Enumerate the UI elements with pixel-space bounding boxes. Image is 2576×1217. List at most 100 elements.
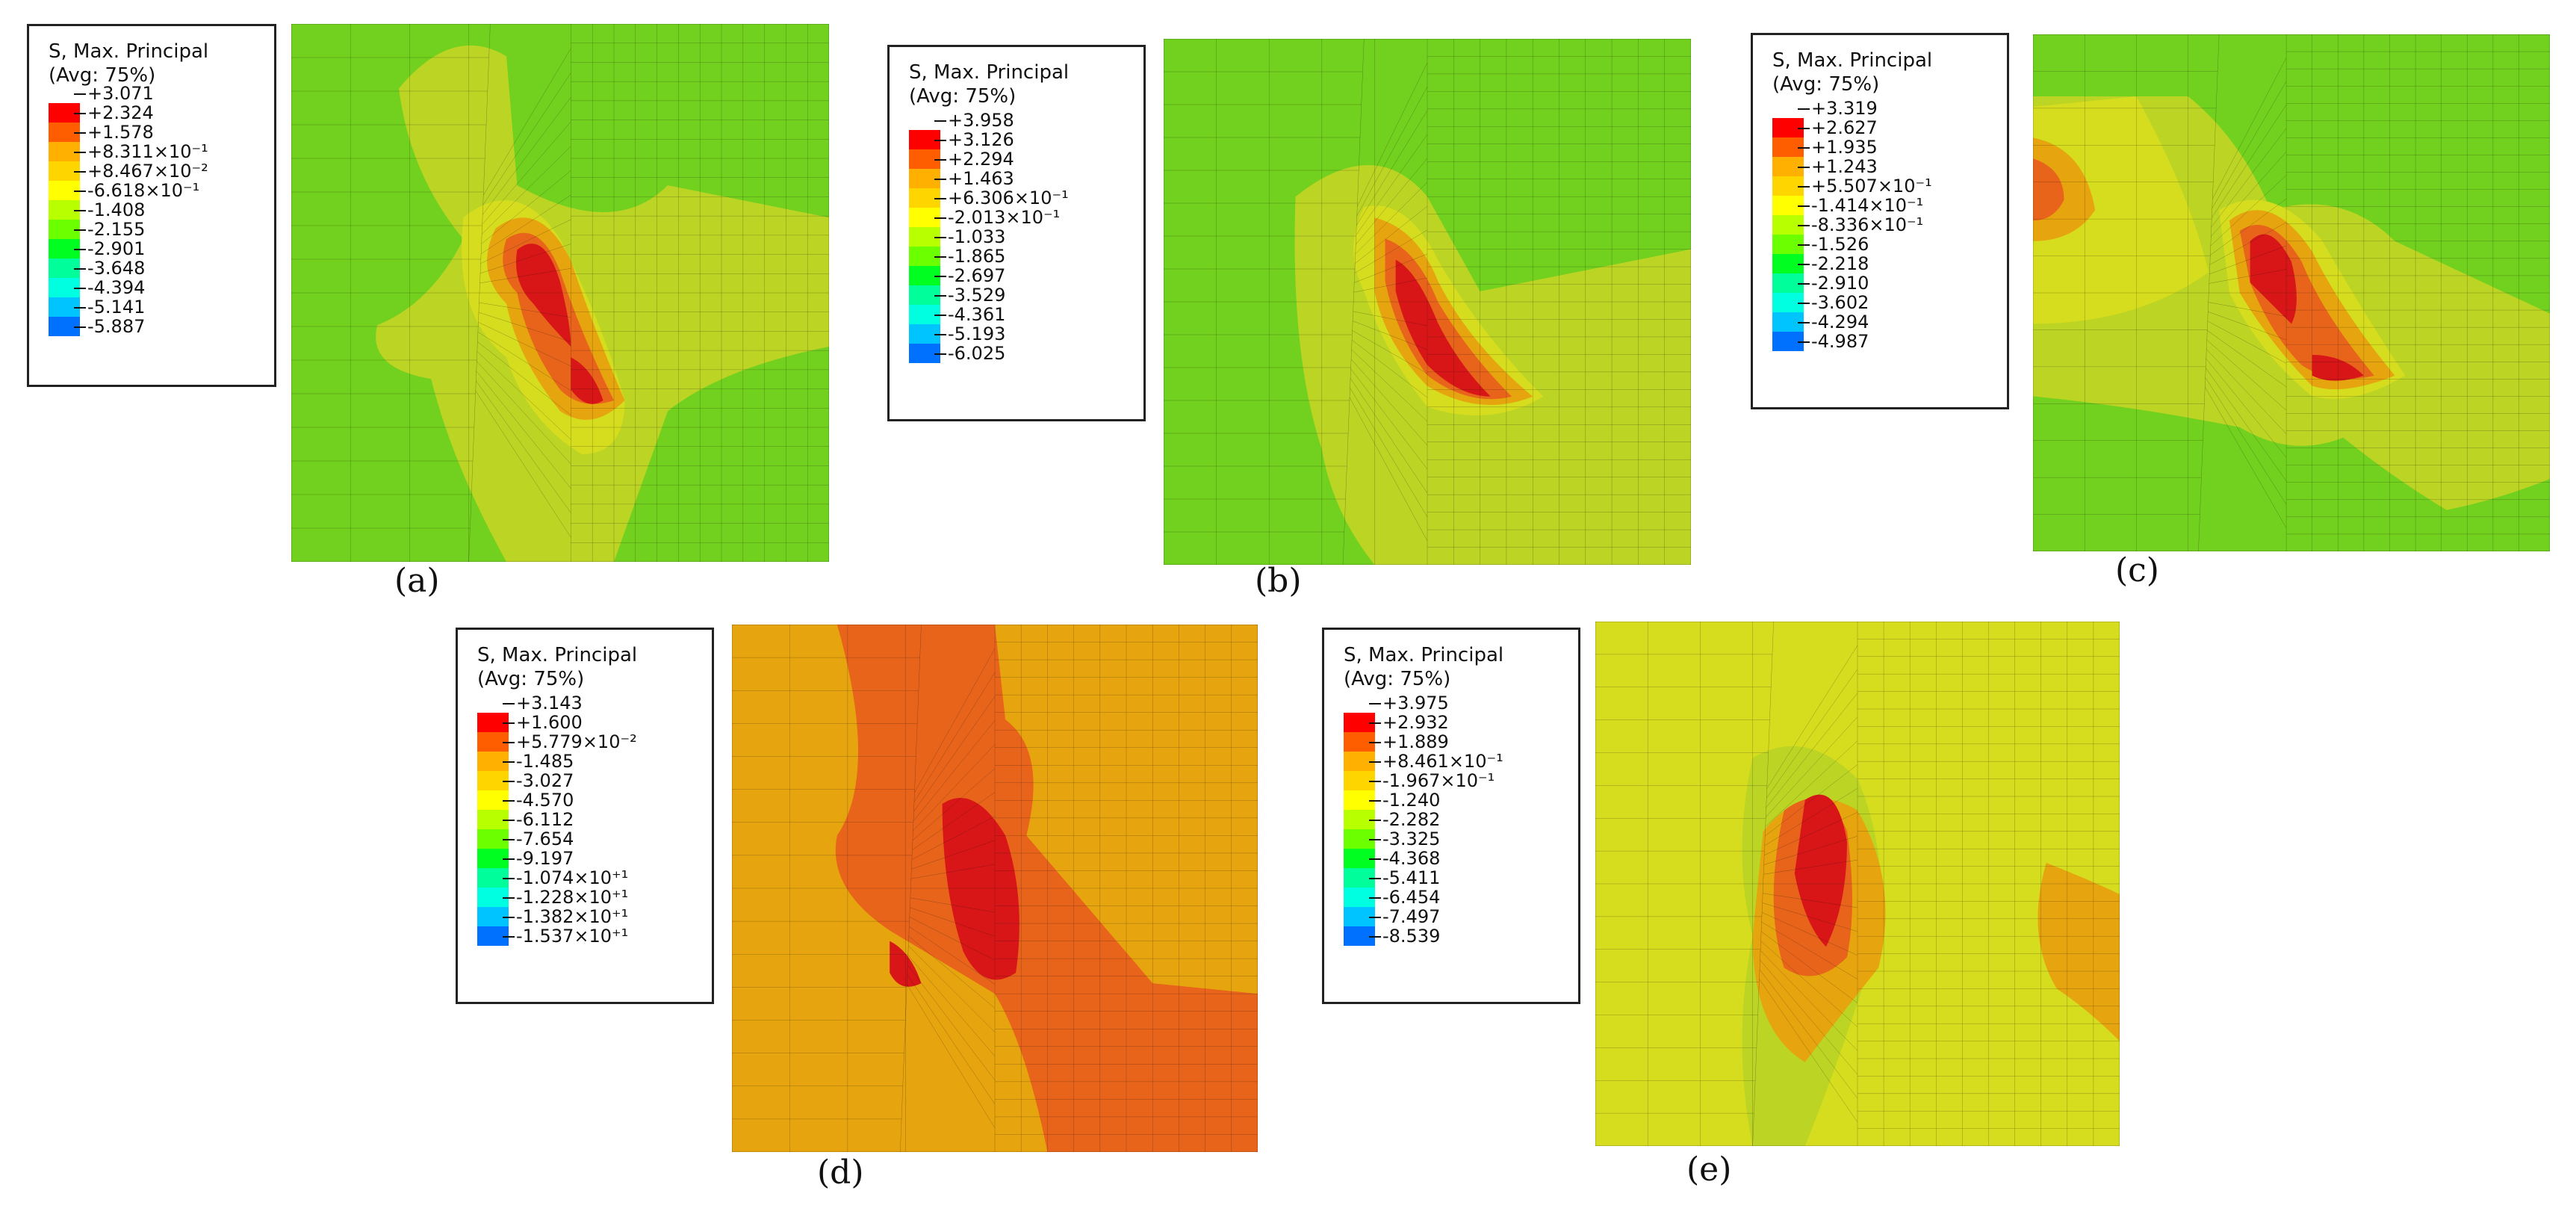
legend-value: +5.779×10⁻² [516,731,637,752]
legend-tick [1369,897,1381,899]
legend-value: -1.382×10⁺¹ [516,906,629,927]
legend-value: -1.033 [948,226,1006,247]
legend-value: -5.887 [87,316,146,337]
legend-tick [503,897,515,899]
legend-tick [74,171,86,173]
mesh-grid [732,625,1258,1152]
legend-value: +1.243 [1811,156,1878,177]
mesh-grid [291,24,829,562]
legend-tick [74,113,86,114]
legend-value: -2.910 [1811,273,1869,294]
legend-value: +8.311×10⁻¹ [87,141,208,162]
legend-value: -4.294 [1811,312,1869,332]
mesh-grid [2033,34,2550,551]
stress-contour-region [1395,259,1491,397]
legend-tick [1798,303,1810,304]
legend-tick [1798,244,1810,246]
legend-value: +3.143 [516,693,583,713]
legend-tick [934,276,946,277]
legend-tick [1798,264,1810,265]
legend-value: -3.602 [1811,292,1869,313]
legend-value: -7.497 [1382,906,1441,927]
legend-tick [934,120,946,122]
fe-mesh-svg [732,625,1258,1152]
legend-value: -8.539 [1382,926,1441,947]
legend-value: -1.074×10⁺¹ [516,867,629,888]
legend-value: -6.618×10⁻¹ [87,180,200,201]
stress-contour-region [515,244,571,347]
legend-value: -9.197 [516,848,574,869]
legend-value: -1.526 [1811,234,1869,255]
legend-a: S, Max. Principal (Avg: 75%) +3.071 +2.32… [27,24,276,387]
legend-tick [1369,781,1381,782]
legend-value: +2.324 [87,102,154,123]
legend-value: +6.306×10⁻¹ [948,188,1069,208]
legend-value: -1.967×10⁻¹ [1382,770,1495,791]
caption-e: (e) [1686,1151,1732,1189]
legend-tick [503,781,515,782]
legend-tick [1369,936,1381,938]
legend-tick [934,334,946,335]
contour-plot-a [291,24,829,562]
legend-value: +8.467×10⁻² [87,161,208,182]
contour-plot-d [732,625,1258,1152]
legend-value: -7.654 [516,829,574,849]
legend-title: S, Max. Principal (Avg: 75%) [477,644,638,690]
legend-title: S, Max. Principal (Avg: 75%) [909,61,1070,108]
legend-value: -4.394 [87,277,146,298]
legend-value: +3.958 [948,110,1014,131]
fe-mesh-svg [2033,34,2550,551]
legend-value: -4.987 [1811,331,1869,352]
legend-value: -2.155 [87,219,146,240]
legend-tick [934,217,946,219]
legend-value: -2.282 [1382,809,1441,830]
legend-value: -3.325 [1382,829,1441,849]
legend-value: -3.529 [948,285,1006,306]
legend-tick [503,839,515,840]
contour-plot-e [1595,622,2120,1146]
legend-tick [74,288,86,289]
legend-tick [1798,341,1810,343]
legend-tick [1369,820,1381,821]
caption-a: (a) [394,562,440,600]
legend-tick [74,210,86,211]
legend-value: -1.228×10⁺¹ [516,887,629,908]
legend-value: -1.414×10⁻¹ [1811,195,1924,216]
stress-contour-region [1385,238,1512,400]
legend-title: S, Max. Principal (Avg: 75%) [1772,49,1933,96]
legend-tick [934,140,946,141]
stress-contour-region [2037,862,2120,1041]
legend-title: S, Max. Principal (Avg: 75%) [1344,644,1504,690]
legend-value: -6.112 [516,809,574,830]
legend-value: +2.932 [1382,712,1449,733]
legend-tick [1369,703,1381,705]
legend-value: +5.507×10⁻¹ [1811,176,1932,196]
legend-tick [74,132,86,134]
stress-contour-region [2033,158,2064,221]
legend-tick [503,936,515,938]
legend-tick [1798,186,1810,188]
legend-tick [934,159,946,161]
legend-value: -5.141 [87,297,146,318]
legend-tick [74,152,86,153]
legend-tick [503,800,515,802]
caption-d: (d) [817,1153,864,1192]
legend-tick [934,198,946,199]
legend-tick [934,256,946,258]
stress-contour-region [376,45,829,562]
legend-value: +8.461×10⁻¹ [1382,751,1503,772]
legend-value: +1.463 [948,168,1014,189]
legend-tick [503,761,515,763]
legend-title: S, Max. Principal (Avg: 75%) [49,40,209,87]
legend-value: -4.361 [948,304,1006,325]
stress-contour-region [2033,96,2209,324]
caption-b: (b) [1255,562,1302,600]
legend-value: -2.901 [87,238,146,259]
legend-value: -2.013×10⁻¹ [948,207,1061,228]
legend-tick [1798,205,1810,207]
legend-tick [1798,108,1810,110]
legend-value: -6.454 [1382,887,1441,908]
stress-contour-region [1794,794,1847,947]
legend-tick [74,326,86,328]
legend-value: +1.578 [87,122,154,143]
